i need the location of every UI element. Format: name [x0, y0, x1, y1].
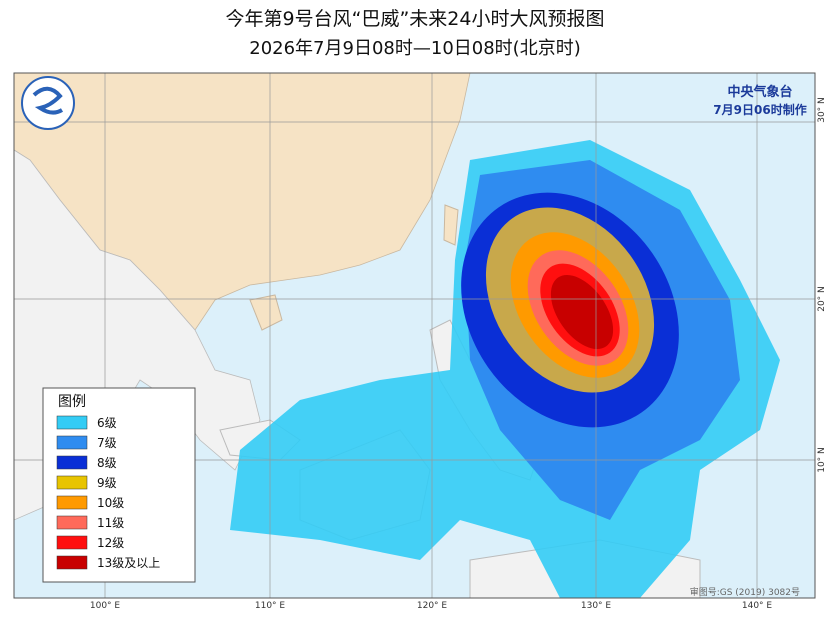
title: 今年第9号台风“巴威”未来24小时大风预报图: [226, 8, 605, 30]
legend-swatch: [56, 415, 88, 430]
longitude-label: 120° E: [417, 601, 448, 611]
legend-label: 6级: [97, 416, 117, 430]
legend-label: 12级: [97, 536, 124, 550]
latitude-label: 10° N: [817, 447, 827, 473]
legend-label: 13级及以上: [97, 556, 160, 570]
longitude-label: 140° E: [742, 601, 773, 611]
legend-swatch: [56, 515, 88, 530]
legend-swatch: [56, 555, 88, 570]
longitude-label: 100° E: [90, 601, 121, 611]
legend-swatch: [56, 535, 88, 550]
legend-swatch: [56, 475, 88, 490]
issuer-name: 中央气象台: [727, 84, 792, 100]
logo-mark: [32, 86, 64, 115]
legend-label: 8级: [97, 456, 117, 470]
issuer-time: 7月9日06时制作: [713, 102, 806, 117]
legend-title: 图例: [58, 394, 86, 410]
approval-number: 审图号:GS (2019) 3082号: [690, 586, 800, 598]
longitude-label: 110° E: [255, 601, 286, 611]
legend: 图例 6级 7级 8级 9级 10级 11级 12级 13级及以上: [42, 387, 196, 583]
map-frame: [13, 72, 816, 599]
legend-swatch: [56, 495, 88, 510]
longitude-label: 130° E: [581, 601, 612, 611]
map: [14, 73, 815, 598]
subtitle: 2026年7月9日08时—10日08时(北京时): [249, 38, 580, 59]
wind-field: [230, 140, 780, 598]
latitude-label: 30° N: [817, 97, 827, 123]
legend-label: 9级: [97, 476, 117, 490]
legend-label: 11级: [97, 516, 124, 530]
legend-swatch: [56, 435, 88, 450]
legend-label: 7级: [97, 436, 117, 450]
legend-label: 10级: [97, 496, 124, 510]
latitude-label: 20° N: [817, 286, 827, 312]
legend-swatch: [56, 455, 88, 470]
